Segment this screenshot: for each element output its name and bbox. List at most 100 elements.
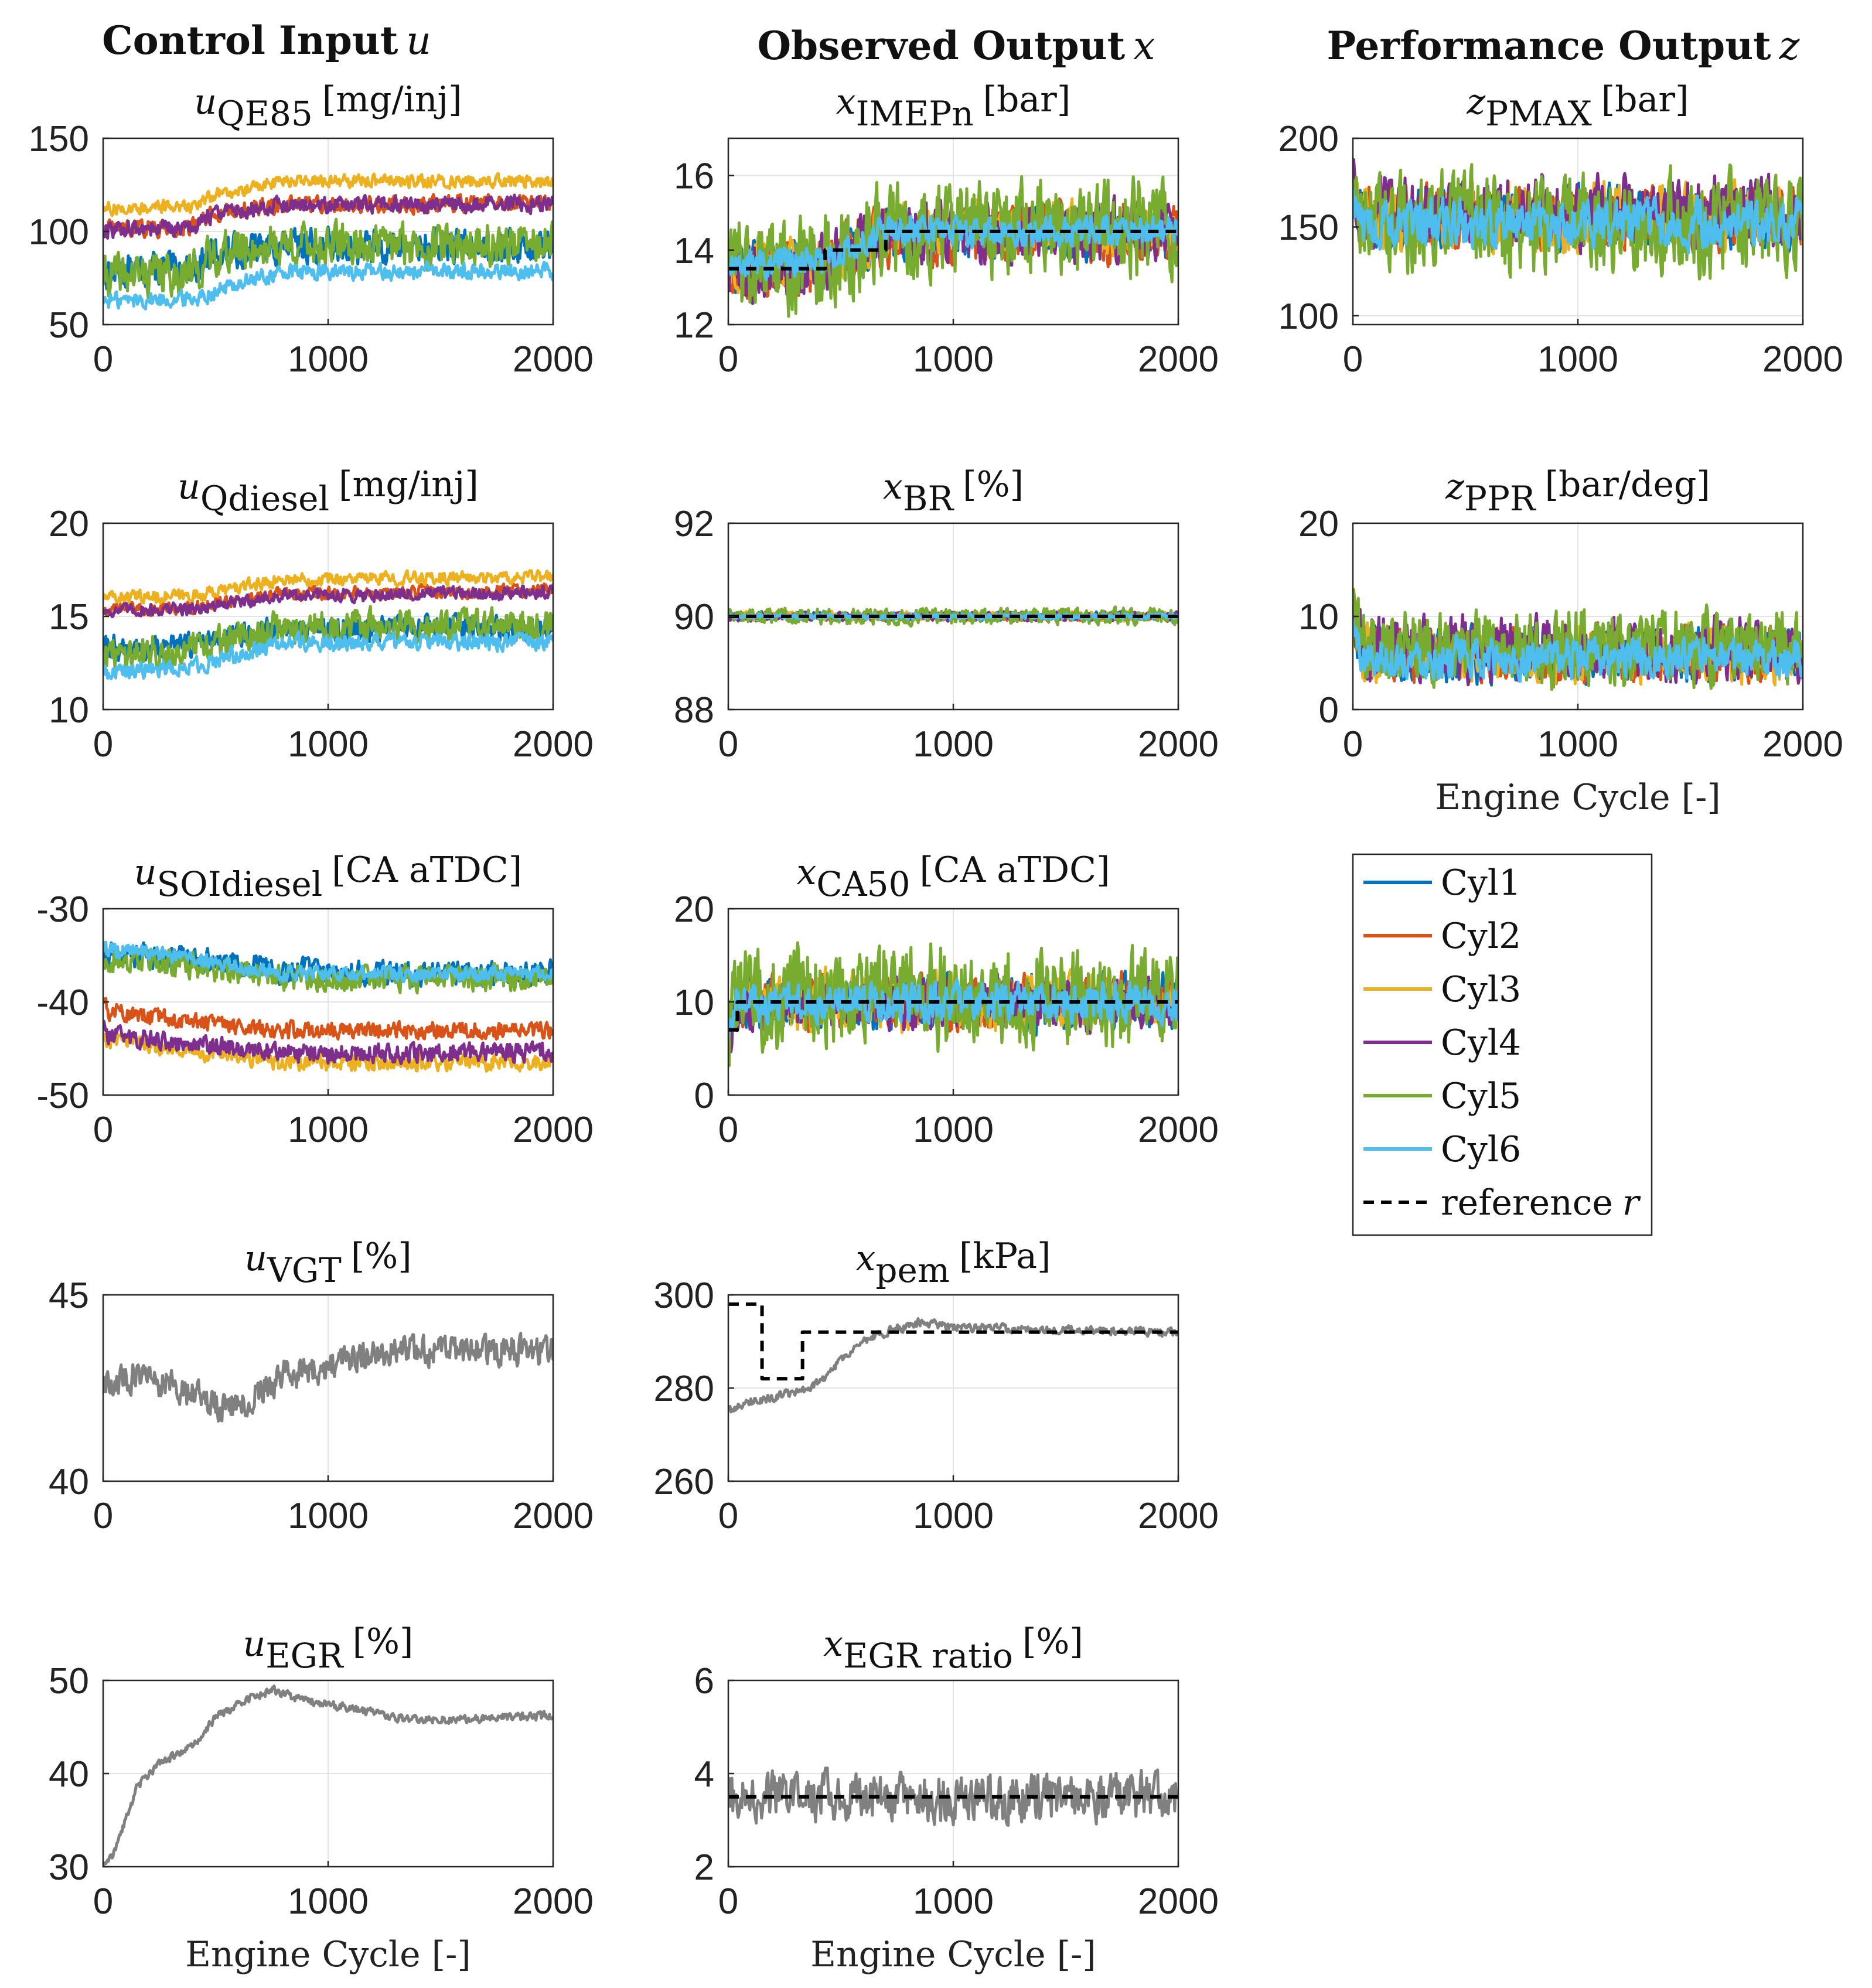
x-tick-label: 1000: [913, 339, 994, 380]
subplot-u-soidiesel: 0 1000 2000 -50 -40 -30 uSOIdiesel [CA aTDC]: [36, 850, 594, 1150]
legend-label-cyl2: Cyl2: [1441, 916, 1521, 957]
x-tick-label: 0: [1343, 724, 1363, 765]
subplot-title-subscript: IMEPn: [856, 94, 974, 134]
x-tick-label: 0: [93, 724, 113, 765]
series-line-cyl6: [1353, 189, 1803, 254]
series-line-cyl5: [728, 175, 1178, 318]
series-line-cyl6: [103, 260, 553, 311]
legend-box: [1352, 853, 1653, 1236]
series-line-cyl5: [1353, 588, 1803, 691]
y-tick-label: 50: [49, 1661, 89, 1701]
subplot-title-unit: [CA aTDC]: [919, 850, 1110, 891]
subplot-title-subscript: BR: [903, 479, 955, 519]
subplot-title-variable: u: [243, 1624, 266, 1665]
y-tick-label: 4: [694, 1754, 714, 1795]
x-tick-label: 1000: [913, 1110, 994, 1150]
x-tick-label: 2000: [1762, 339, 1843, 380]
subplot-u-qe85: 0 1000 2000 50 100 150 uQE85 [mg/inj]: [29, 79, 594, 380]
subplot-title: uQdiesel [mg/inj]: [178, 464, 479, 519]
y-tick-label: 300: [654, 1276, 714, 1316]
series-line-cyl4: [103, 584, 553, 619]
y-tick-label: 6: [694, 1661, 714, 1701]
series-line-cyl6: [728, 214, 1178, 281]
y-tick-label: 16: [674, 156, 714, 197]
column-header-performance-output: Performance Output z: [1327, 23, 1801, 69]
subplot-title-variable: z: [1467, 81, 1486, 122]
subplot-u-qdiesel: 0 1000 2000 10 15 20 uQdiesel [mg/inj]: [49, 464, 594, 765]
column-header-control-input: Control Input u: [102, 18, 431, 63]
series-group: [103, 940, 553, 1073]
y-tick-label: 0: [694, 1076, 714, 1116]
x-axis-label: Engine Cycle [-]: [810, 1934, 1096, 1975]
subplot-title: uVGT [%]: [244, 1236, 411, 1290]
y-tick-label: 150: [1278, 207, 1339, 248]
subplot-title: xpem [kPa]: [856, 1236, 1051, 1290]
y-tick-label: 200: [1278, 119, 1339, 159]
series-line-cyl4: [103, 1019, 553, 1065]
subplot-z-ppr: 0 1000 2000 0 10 20 zPPR [bar/deg] Engine Cycle …: [1298, 464, 1843, 818]
y-tick-label: 50: [49, 305, 89, 346]
x-tick-label: 1000: [288, 1496, 369, 1536]
legend-label-cyl6: Cyl6: [1441, 1129, 1521, 1170]
series-line-signal: [728, 1317, 1178, 1414]
legend-label-cyl1: Cyl1: [1441, 862, 1521, 903]
x-tick-label: 2000: [513, 1881, 594, 1922]
subplot-title-variable: x: [797, 852, 817, 893]
x-tick-label: 1000: [913, 724, 994, 765]
subplot-title: uEGR [%]: [243, 1621, 414, 1676]
legend-label-text: reference: [1441, 1182, 1613, 1223]
y-tick-label: 45: [49, 1276, 89, 1316]
x-tick-label: 2000: [1138, 1496, 1219, 1536]
subplot-z-pmax: 0 1000 2000 100 150 200 zPMAX [bar]: [1278, 79, 1843, 380]
legend-label-text: Cyl3: [1441, 969, 1521, 1010]
legend-label-text: Cyl6: [1441, 1129, 1521, 1170]
x-tick-label: 0: [93, 1496, 113, 1536]
legend-label-cyl4: Cyl4: [1441, 1022, 1521, 1063]
y-tick-label: 92: [674, 504, 714, 544]
y-tick-label: 10: [674, 983, 714, 1023]
subplot-title-variable: u: [178, 466, 200, 507]
series-group: [103, 1332, 553, 1423]
x-tick-label: 1000: [288, 1110, 369, 1150]
x-tick-label: 0: [1343, 339, 1363, 380]
x-tick-label: 0: [718, 1496, 738, 1536]
subplot-title: zPPR [bar/deg]: [1445, 464, 1710, 519]
x-tick-label: 0: [93, 1110, 113, 1150]
subplot-title-unit: [CA aTDC]: [332, 850, 522, 891]
y-tick-label: 20: [674, 889, 714, 930]
x-tick-label: 0: [93, 339, 113, 380]
y-tick-label: 15: [49, 597, 89, 637]
y-tick-label: 0: [1319, 690, 1339, 731]
legend-label-text: Cyl2: [1441, 916, 1521, 957]
subplot-title-variable: z: [1445, 466, 1464, 507]
subplot-title-variable: u: [244, 1238, 267, 1279]
y-tick-label: 12: [674, 305, 714, 346]
subplot-x-br: 0 1000 2000 88 90 92 xBR [%]: [674, 464, 1219, 765]
series-group: [103, 569, 553, 681]
subplot-title-subscript: PMAX: [1485, 94, 1592, 134]
x-tick-label: 2000: [1138, 724, 1219, 765]
subplot-title-unit: [mg/inj]: [322, 79, 462, 120]
x-tick-label: 2000: [513, 1496, 594, 1536]
series-group: [728, 605, 1178, 628]
subplot-title: xEGR ratio [%]: [823, 1621, 1083, 1676]
y-tick-label: 40: [49, 1462, 89, 1502]
y-tick-label: 20: [1298, 504, 1339, 544]
x-tick-label: 1000: [913, 1496, 994, 1536]
series-line-cyl6: [728, 978, 1178, 1039]
series-line-cyl5: [103, 605, 553, 673]
series-line-cyl6: [1353, 619, 1803, 683]
series-line-reference-r: [728, 1302, 1178, 1381]
legend-label-cyl3: Cyl3: [1441, 969, 1521, 1010]
series-line-cyl6: [103, 630, 553, 681]
y-tick-label: 260: [654, 1462, 714, 1502]
subplot-title-unit: [%]: [353, 1621, 414, 1662]
legend-label-cyl5: Cyl5: [1441, 1076, 1521, 1117]
subplot-x-egr-ratio: 0 1000 2000 2 4 6 xEGR ratio [%] Engine Cycle [-…: [694, 1621, 1219, 1975]
x-tick-label: 1000: [1537, 339, 1618, 380]
subplot-u-egr: 0 1000 2000 30 40 50 uEGR [%] Engine Cycle [-]: [49, 1621, 594, 1975]
subplot-title: xBR [%]: [883, 464, 1024, 519]
series-line-cyl4: [103, 193, 553, 240]
